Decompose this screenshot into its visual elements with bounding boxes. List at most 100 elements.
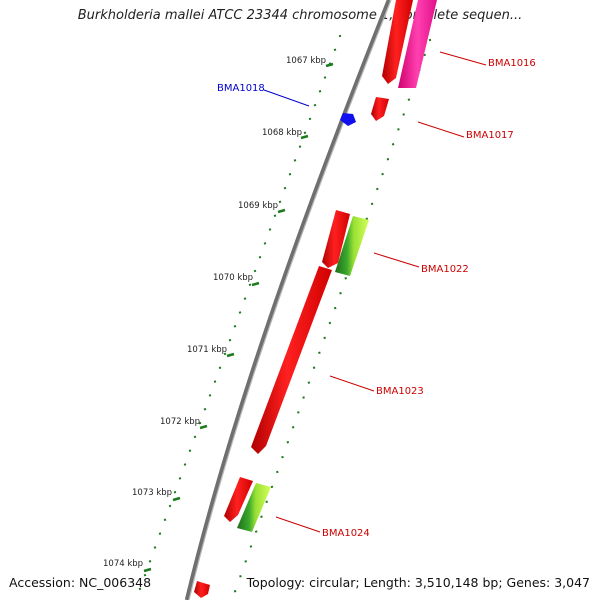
minor-tick (238, 311, 242, 314)
minor-tick (239, 575, 242, 578)
gene-bma1023[interactable]: BMA1023 (251, 266, 424, 454)
gene-callout-line (263, 89, 310, 107)
gene-feature-pink[interactable] (398, 0, 437, 88)
sequence-stats: Topology: circular; Length: 3,510,148 bp… (246, 575, 590, 590)
chromosome-backbone (184, 0, 392, 600)
gene-bma1016[interactable]: BMA1016 (382, 0, 536, 88)
minor-tick (376, 187, 379, 191)
minor-tick (293, 159, 297, 162)
scale-tick-1072: 1072 kbp (160, 417, 208, 430)
minor-tick (428, 38, 432, 42)
minor-tick (148, 560, 152, 563)
minor-tick (260, 515, 263, 518)
minor-tick (173, 490, 177, 494)
minor-tick (233, 325, 237, 328)
gene-bma1018[interactable]: BMA1018 (217, 83, 356, 126)
minor-tick (228, 338, 232, 342)
minor-tick (188, 449, 192, 452)
major-tick (143, 567, 152, 573)
accession-text: Accession: NC_006348 (9, 575, 152, 590)
minor-tick (263, 242, 267, 245)
minor-tick (143, 573, 147, 577)
major-tick (251, 281, 260, 287)
tick-label: 1071 kbp (187, 345, 227, 355)
minor-tick (138, 587, 142, 591)
minor-tick (265, 500, 268, 504)
minor-tick (193, 435, 197, 439)
minor-tick (273, 214, 277, 217)
minor-tick (286, 440, 290, 444)
major-tick (300, 134, 309, 140)
gene-feature-green[interactable] (335, 216, 369, 276)
gene-label: BMA1023 (376, 386, 424, 397)
map-title: Burkholderia mallei ATCC 23344 chromosom… (77, 8, 523, 23)
gene-feature-red[interactable] (382, 0, 413, 84)
scale-tick-1069: 1069 kbp (238, 201, 286, 214)
gene-feature-red[interactable] (224, 477, 253, 522)
gene-bma1024[interactable]: BMA1024 (224, 477, 370, 539)
minor-tick (163, 518, 167, 522)
minor-tick (333, 306, 337, 310)
minor-tick (307, 381, 311, 384)
minor-tick (291, 426, 295, 429)
outer-tick-track (233, 38, 432, 593)
minor-tick (318, 351, 321, 355)
gene-bma1017[interactable]: BMA1017 (371, 97, 514, 141)
tick-label: 1073 kbp (132, 488, 172, 498)
tick-label: 1072 kbp (160, 417, 200, 427)
minor-tick (338, 34, 342, 38)
gene-feature[interactable] (340, 113, 356, 126)
gene-label: BMA1016 (488, 58, 536, 69)
minor-tick (243, 297, 247, 300)
tick-label: 1074 kbp (103, 559, 143, 569)
minor-tick (276, 470, 279, 474)
minor-tick (308, 117, 312, 121)
minor-tick (283, 186, 287, 190)
minor-tick (365, 217, 369, 221)
minor-tick (158, 532, 162, 535)
minor-tick (386, 157, 390, 161)
minor-tick (253, 269, 257, 273)
gene-feature-green[interactable] (237, 483, 271, 532)
major-tick (172, 496, 181, 502)
minor-tick (323, 76, 327, 79)
gene-feature-partial[interactable] (194, 581, 210, 598)
minor-tick (391, 143, 395, 146)
gene-label: BMA1022 (421, 264, 469, 275)
minor-tick (178, 477, 182, 480)
scale-tick-1067: 1067 kbp (286, 56, 334, 68)
minor-tick (218, 366, 222, 370)
minor-tick (381, 172, 384, 176)
gene-feature-red[interactable] (322, 210, 350, 268)
gene-bma1022[interactable]: BMA1022 (322, 210, 469, 276)
tick-label: 1067 kbp (286, 56, 326, 66)
minor-tick (183, 463, 187, 466)
minor-tick (402, 113, 405, 116)
scale-tick-1070: 1070 kbp (213, 273, 260, 287)
minor-tick (198, 421, 202, 425)
minor-tick (244, 560, 247, 563)
minor-tick (203, 407, 207, 411)
scale-tick-1073: 1073 kbp (132, 488, 181, 502)
minor-tick (249, 545, 253, 548)
gene-callout-line (275, 516, 321, 533)
minor-tick (254, 530, 258, 533)
minor-tick (233, 589, 237, 593)
minor-tick (278, 200, 282, 204)
tick-label: 1069 kbp (238, 201, 278, 211)
gene-feature[interactable] (251, 266, 332, 454)
tick-label: 1070 kbp (213, 273, 253, 283)
gene-label: BMA1017 (466, 130, 514, 141)
minor-tick (297, 411, 300, 414)
minor-tick (258, 255, 262, 259)
minor-tick (298, 145, 302, 148)
major-tick (325, 62, 334, 68)
gene-feature[interactable] (371, 97, 389, 121)
minor-tick (339, 291, 342, 295)
minor-tick (312, 366, 316, 369)
minor-tick (281, 455, 284, 459)
gene-callout-line (373, 252, 420, 268)
minor-tick (370, 202, 374, 206)
minor-tick (153, 546, 157, 549)
